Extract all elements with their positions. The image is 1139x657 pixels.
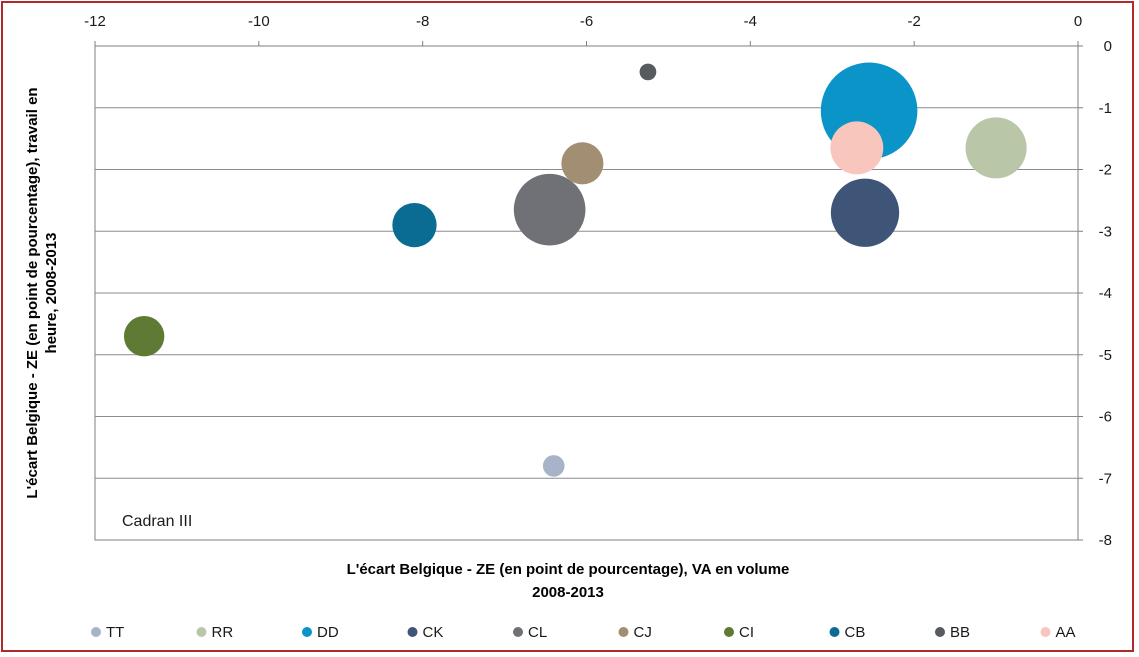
bubble-ci <box>123 316 165 357</box>
legend-marker-cl <box>513 627 523 637</box>
legend-marker-cj <box>618 627 629 637</box>
quadrant-annotation: Cadran III <box>122 513 192 530</box>
legend-label-dd: DD <box>317 624 339 641</box>
legend-marker-ci <box>724 627 734 637</box>
x-tick-label: 0 <box>1074 13 1082 30</box>
bubble-cb <box>392 202 437 248</box>
x-axis-ticks: -12 -10 -8 -6 -4 -2 0 <box>84 13 1082 46</box>
y-tick-label: -8 <box>1099 532 1112 549</box>
y-tick-label: -2 <box>1099 162 1112 179</box>
legend-label-cl: CL <box>528 624 547 641</box>
legend-marker-ck <box>407 627 418 637</box>
bubble-cj <box>561 142 604 185</box>
y-tick-label: -5 <box>1099 347 1112 364</box>
bubble-tt <box>542 455 565 477</box>
legend-label-bb: BB <box>950 624 970 641</box>
x-axis-title-line-1: L'écart Belgique - ZE (en point de pourc… <box>347 561 790 578</box>
legend: TT RR DD CK CL CJ CI CB BB AA <box>91 624 1076 641</box>
bubble-rr <box>965 117 1027 179</box>
legend-marker-bb <box>935 627 945 637</box>
legend-marker-tt <box>91 627 101 637</box>
y-axis-title-line-2: heure, 2008-2013 <box>43 233 60 354</box>
legend-label-rr: RR <box>212 624 234 641</box>
legend-label-ci: CI <box>739 624 754 641</box>
bubbles <box>123 62 1027 477</box>
legend-marker-rr <box>196 627 207 637</box>
bubble-bb <box>639 63 657 81</box>
legend-marker-aa <box>1040 627 1051 637</box>
y-tick-label: -6 <box>1099 409 1112 426</box>
y-tick-label: -1 <box>1099 100 1112 117</box>
x-axis-title-line-2: 2008-2013 <box>532 584 604 601</box>
bubble-aa <box>830 121 884 175</box>
x-tick-label: -2 <box>907 13 920 30</box>
x-tick-label: -8 <box>416 13 429 30</box>
legend-marker-cb <box>829 627 840 637</box>
y-axis-ticks: 0 -1 -2 -3 -4 -5 -6 -7 -8 <box>1078 38 1112 549</box>
y-tick-label: -3 <box>1099 223 1112 240</box>
x-tick-label: -12 <box>84 13 106 30</box>
legend-label-aa: AA <box>1056 624 1076 641</box>
x-tick-label: -4 <box>744 13 757 30</box>
x-tick-label: -10 <box>248 13 270 30</box>
y-tick-label: 0 <box>1104 38 1112 55</box>
legend-label-ck: CK <box>423 624 444 641</box>
y-tick-label: -7 <box>1099 470 1112 487</box>
bubble-cl <box>513 173 586 246</box>
y-axis-title-line-1: L'écart Belgique - ZE (en point de pourc… <box>24 87 41 498</box>
legend-label-tt: TT <box>106 624 124 641</box>
bubble-ck <box>830 178 900 247</box>
legend-label-cj: CJ <box>634 624 652 641</box>
y-axis-title: L'écart Belgique - ZE (en point de pourc… <box>24 87 60 498</box>
legend-marker-dd <box>302 627 312 637</box>
y-tick-label: -4 <box>1099 285 1112 302</box>
legend-label-cb: CB <box>845 624 866 641</box>
x-tick-label: -6 <box>580 13 593 30</box>
